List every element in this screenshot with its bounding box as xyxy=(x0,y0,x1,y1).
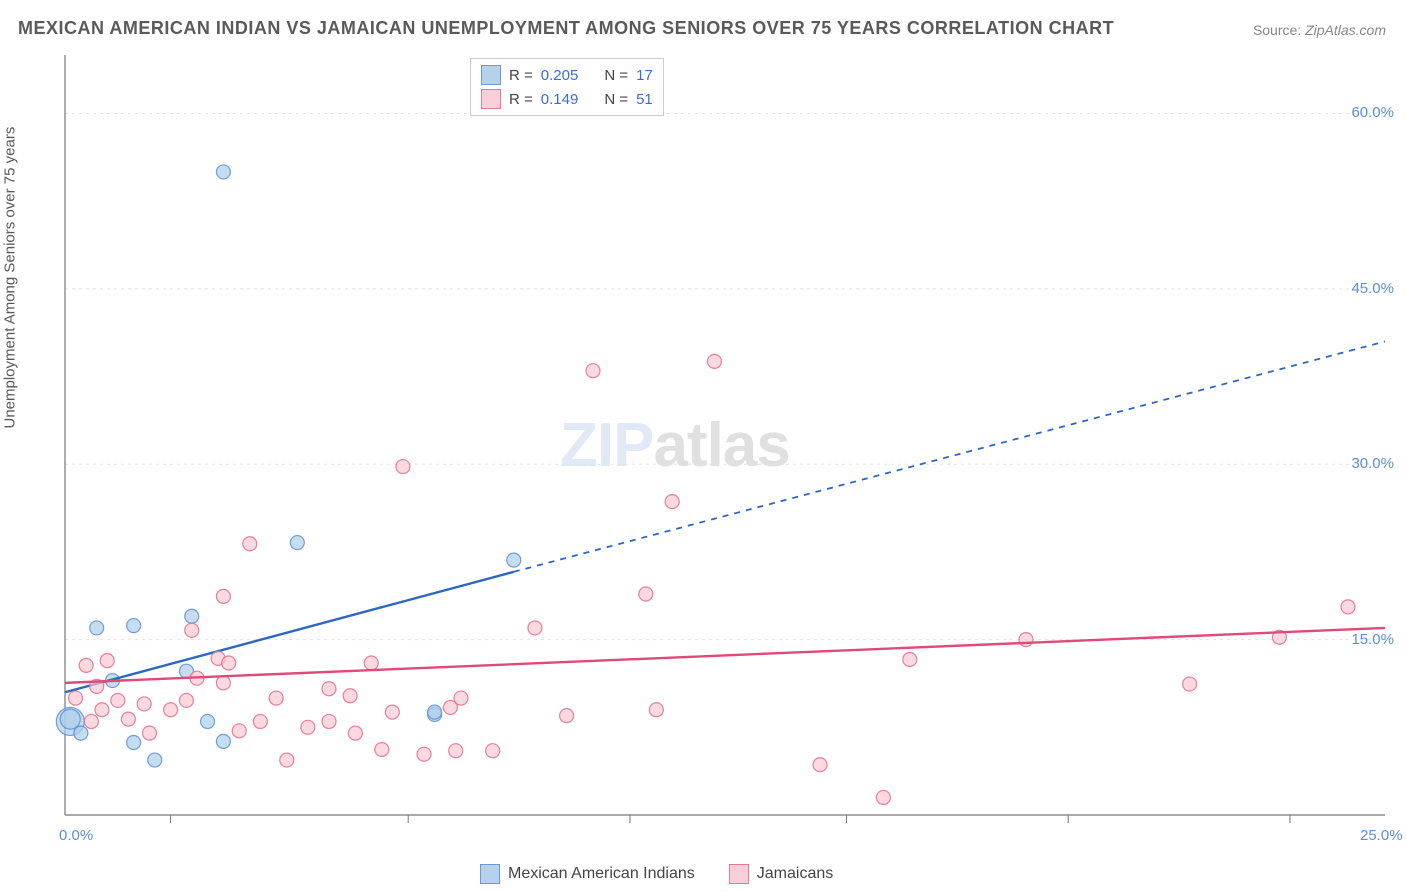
x-tick-label: 25.0% xyxy=(1360,827,1403,844)
y-tick-label: 60.0% xyxy=(1351,104,1394,121)
y-tick-label: 45.0% xyxy=(1351,280,1394,297)
stats-legend: R = 0.205 N = 17 R = 0.149 N = 51 xyxy=(470,58,664,116)
source-attribution: Source: ZipAtlas.com xyxy=(1253,22,1386,38)
source-value: ZipAtlas.com xyxy=(1305,22,1386,38)
source-label: Source: xyxy=(1253,22,1301,38)
stats-legend-row: R = 0.205 N = 17 xyxy=(481,63,653,87)
r-value: 0.205 xyxy=(541,67,579,84)
x-tick-label: 0.0% xyxy=(59,827,93,844)
n-value: 51 xyxy=(636,91,653,108)
legend-swatch xyxy=(481,89,501,109)
y-tick-label: 15.0% xyxy=(1351,631,1394,648)
legend-swatch xyxy=(480,864,500,884)
bottom-legend-item: Jamaicans xyxy=(729,864,833,884)
r-label: R = xyxy=(509,67,533,84)
chart-area xyxy=(55,55,1395,845)
n-value: 17 xyxy=(636,67,653,84)
chart-title: MEXICAN AMERICAN INDIAN VS JAMAICAN UNEM… xyxy=(18,18,1114,39)
legend-swatch xyxy=(481,65,501,85)
bottom-legend: Mexican American Indians Jamaicans xyxy=(480,864,833,884)
r-value: 0.149 xyxy=(541,91,579,108)
legend-label: Jamaicans xyxy=(757,865,833,883)
legend-label: Mexican American Indians xyxy=(508,865,695,883)
stats-legend-row: R = 0.149 N = 51 xyxy=(481,87,653,111)
scatter-chart xyxy=(55,55,1395,845)
y-tick-label: 30.0% xyxy=(1351,455,1394,472)
r-label: R = xyxy=(509,91,533,108)
legend-swatch xyxy=(729,864,749,884)
n-label: N = xyxy=(604,91,628,108)
n-label: N = xyxy=(604,67,628,84)
y-axis-label: Unemployment Among Seniors over 75 years xyxy=(2,127,19,429)
bottom-legend-item: Mexican American Indians xyxy=(480,864,695,884)
